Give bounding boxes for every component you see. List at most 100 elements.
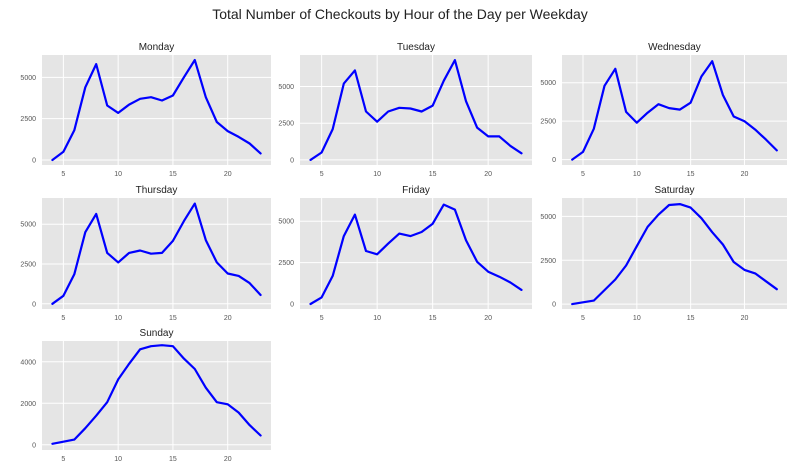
data-point — [227, 403, 229, 405]
y-tick-label: 2500 — [20, 261, 36, 268]
data-point — [106, 252, 108, 254]
y-tick-label: 0 — [32, 442, 36, 449]
data-point — [205, 239, 207, 241]
data-point — [259, 294, 261, 296]
data-point — [743, 120, 745, 122]
data-point — [51, 303, 53, 305]
data-point — [117, 261, 119, 263]
data-point — [398, 232, 400, 234]
data-point — [150, 345, 152, 347]
x-tick-label: 10 — [633, 171, 641, 178]
data-point — [51, 159, 53, 161]
data-point — [509, 145, 511, 147]
subplot-title: Wednesday — [648, 42, 701, 53]
data-point — [765, 138, 767, 140]
plot-area — [562, 55, 787, 165]
data-point — [117, 112, 119, 114]
data-point — [205, 387, 207, 389]
data-point — [509, 281, 511, 283]
data-point — [614, 278, 616, 280]
data-point — [776, 288, 778, 290]
series-line — [309, 203, 523, 306]
data-point — [376, 253, 378, 255]
y-tick-label: 4000 — [20, 359, 36, 366]
data-point — [227, 130, 229, 132]
x-tick-label: 5 — [61, 315, 65, 322]
data-point — [476, 126, 478, 128]
x-tick-label: 15 — [429, 315, 437, 322]
data-point — [194, 368, 196, 370]
x-tick-label: 20 — [741, 171, 749, 178]
data-point — [320, 151, 322, 153]
data-point — [603, 289, 605, 291]
y-tick-label: 2500 — [278, 121, 294, 128]
x-tick-label: 15 — [169, 315, 177, 322]
data-point — [128, 252, 130, 254]
data-point — [237, 411, 239, 413]
series-line — [571, 60, 778, 161]
data-point — [487, 135, 489, 137]
data-point — [593, 299, 595, 301]
data-point — [646, 226, 648, 228]
y-tick-label: 2500 — [540, 119, 556, 126]
y-tick-label: 5000 — [540, 214, 556, 221]
data-point — [73, 438, 75, 440]
data-point — [498, 135, 500, 137]
x-tick-label: 10 — [373, 171, 381, 178]
data-point — [700, 217, 702, 219]
data-point — [62, 440, 64, 442]
data-point — [420, 110, 422, 112]
x-tick-label: 10 — [633, 315, 641, 322]
x-tick-label: 20 — [224, 315, 232, 322]
y-tick-label: 0 — [290, 157, 294, 164]
data-point — [487, 271, 489, 273]
series-line — [571, 203, 778, 306]
data-point — [625, 264, 627, 266]
data-point — [95, 63, 97, 65]
subplot-title: Monday — [139, 42, 175, 53]
series-line — [51, 344, 262, 445]
plot-area — [300, 198, 532, 309]
x-tick-label: 20 — [484, 171, 492, 178]
data-point — [454, 59, 456, 61]
data-point — [117, 378, 119, 380]
y-tick-label: 0 — [32, 301, 36, 308]
data-point — [95, 213, 97, 215]
plot-area — [42, 55, 271, 165]
data-point — [128, 103, 130, 105]
data-point — [248, 424, 250, 426]
x-tick-label: 5 — [581, 171, 585, 178]
data-point — [51, 443, 53, 445]
data-point — [365, 250, 367, 252]
y-tick-label: 5000 — [278, 84, 294, 91]
subplot-friday: 5 10 15 20 0 2500 5000 Friday — [278, 185, 532, 322]
data-point — [711, 231, 713, 233]
data-point — [636, 121, 638, 123]
data-point — [625, 111, 627, 113]
figure-title: Total Number of Checkouts by Hour of the… — [212, 6, 588, 22]
x-tick-label: 5 — [61, 456, 65, 463]
y-tick-label: 2500 — [278, 260, 294, 267]
x-tick-label: 5 — [581, 315, 585, 322]
subplot-thursday: 5 10 15 20 0 2500 5000 Thursday — [20, 185, 271, 322]
data-point — [248, 142, 250, 144]
x-tick-label: 5 — [320, 171, 324, 178]
data-point — [139, 98, 141, 100]
x-tick-label: 10 — [373, 315, 381, 322]
data-point — [343, 82, 345, 84]
data-point — [161, 344, 163, 346]
data-point — [139, 348, 141, 350]
data-point — [365, 110, 367, 112]
data-point — [320, 296, 322, 298]
y-tick-label: 5000 — [20, 75, 36, 82]
series-line — [51, 202, 262, 305]
data-point — [194, 59, 196, 61]
data-point — [237, 275, 239, 277]
series-line — [51, 58, 262, 162]
data-point — [722, 94, 724, 96]
data-point — [172, 345, 174, 347]
data-point — [443, 203, 445, 205]
subplot-title: Tuesday — [397, 42, 435, 53]
data-point — [73, 129, 75, 131]
x-tick-label: 10 — [114, 171, 122, 178]
